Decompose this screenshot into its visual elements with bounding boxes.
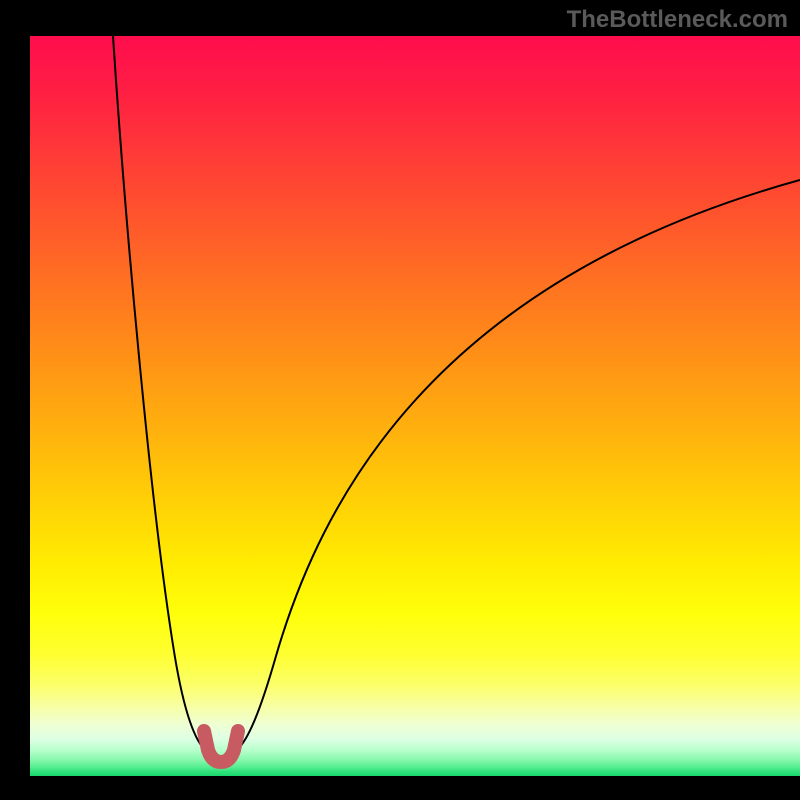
plot-area <box>30 36 800 776</box>
watermark-text: TheBottleneck.com <box>567 6 788 34</box>
bottleneck-chart <box>0 0 800 800</box>
